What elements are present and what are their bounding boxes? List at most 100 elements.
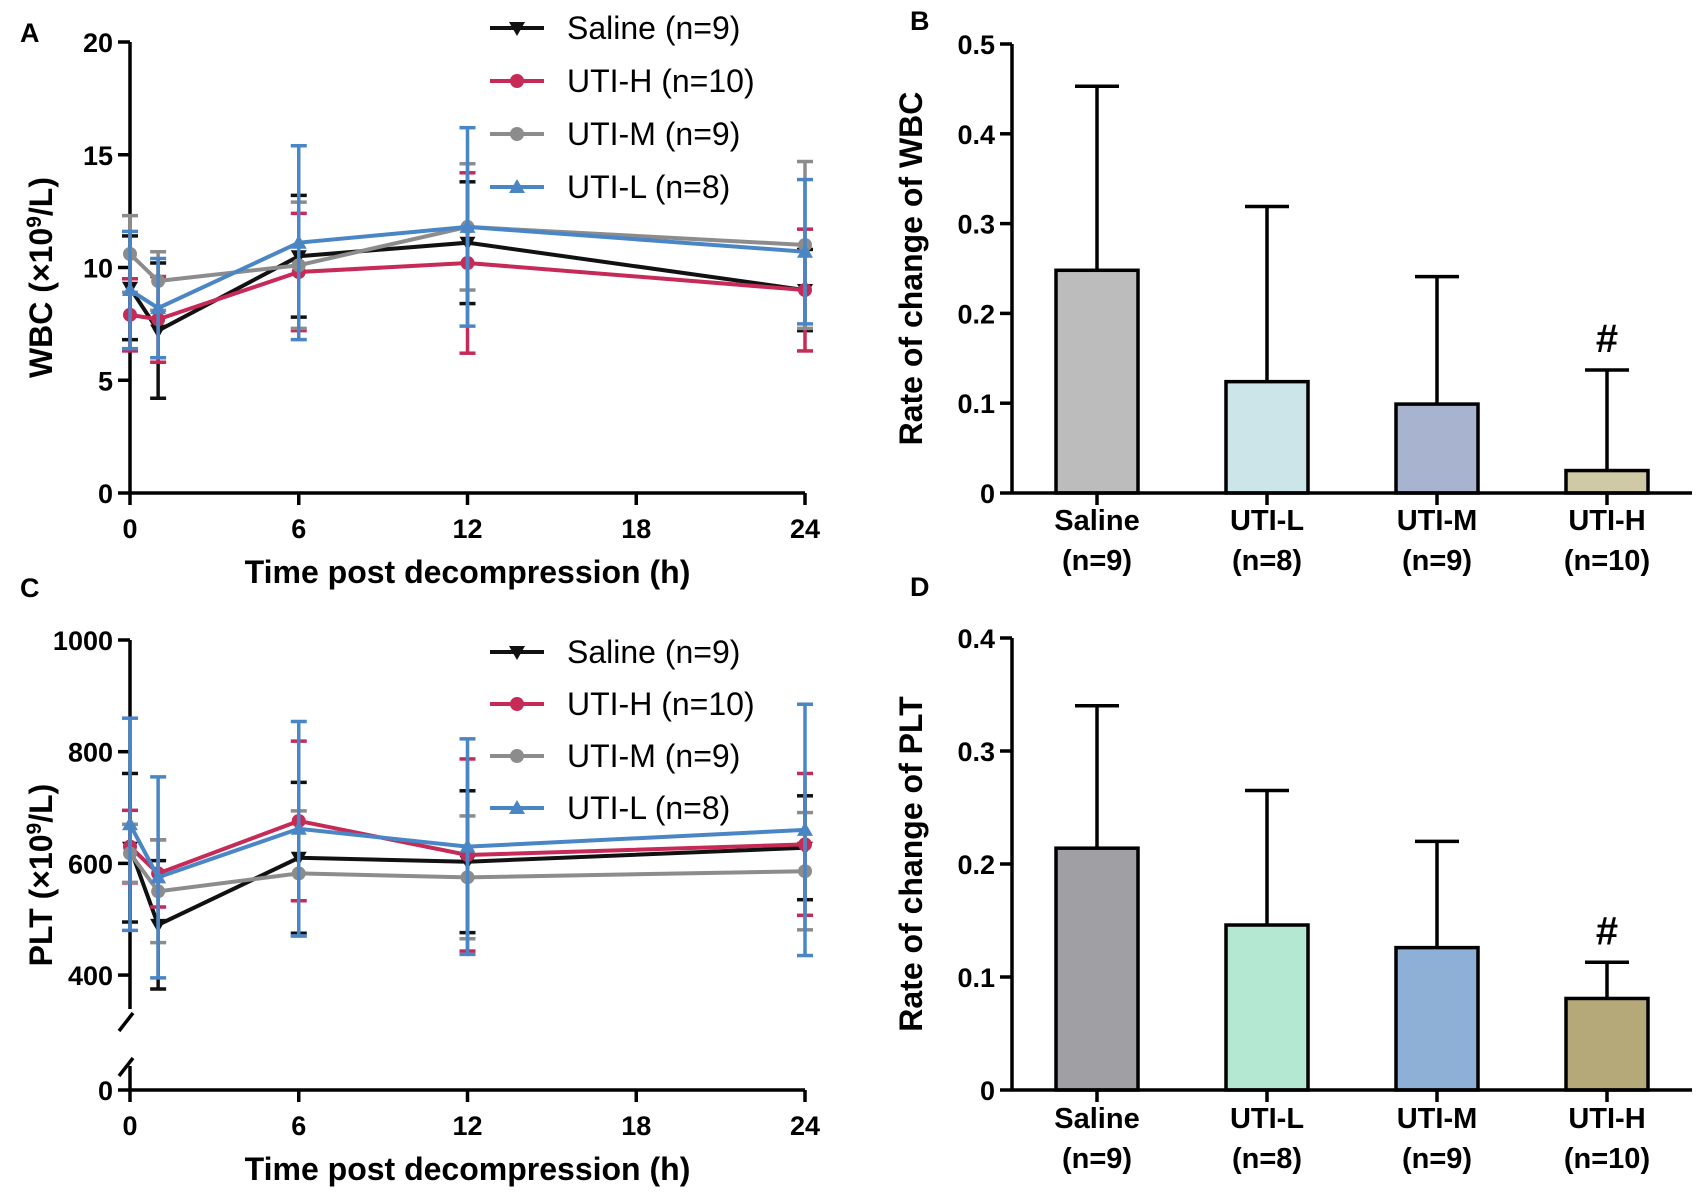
y-tick-label: 5 — [98, 366, 113, 396]
bar — [1394, 402, 1480, 495]
x-tick-label: 24 — [790, 1111, 820, 1141]
y-tick-label: 20 — [83, 28, 113, 58]
y-axis-title-superscript: 9 — [23, 823, 46, 835]
series-uti-l-n-8 — [122, 702, 813, 980]
panel-label-b: B — [910, 6, 930, 36]
y-tick-label: 0.4 — [957, 120, 995, 150]
y-axis-title: WBC (×109/L) — [23, 177, 60, 378]
legend-entry-uti-m-n-9: UTI-M (n=9) — [490, 116, 740, 152]
x-tick-label: 24 — [790, 514, 820, 544]
legend-marker — [510, 749, 524, 763]
legend-label: Saline (n=9) — [567, 634, 740, 670]
y-axis-title-main: WBC (×10 — [23, 228, 59, 378]
y-axis-title-main: PLT (×10 — [23, 834, 59, 966]
y-tick-label: 0.3 — [957, 210, 995, 240]
data-point — [459, 838, 476, 853]
series-uti-l-n-8 — [122, 125, 813, 360]
x-axis-title: Time post decompression (h) — [245, 554, 691, 590]
data-point — [150, 300, 167, 315]
legend-marker — [510, 74, 524, 88]
legend-entry-saline-n-9: Saline (n=9) — [490, 634, 740, 670]
legend-marker — [510, 697, 524, 711]
legend-entry-saline-n-9: Saline (n=9) — [490, 10, 740, 46]
bar — [1224, 923, 1310, 1092]
category-n-label: (n=9) — [1062, 545, 1132, 577]
y-tick-label: 1000 — [53, 626, 113, 656]
x-axis-title: Time post decompression (h) — [245, 1151, 691, 1187]
y-tick-label: 800 — [68, 738, 113, 768]
axis-break-mark-upper — [117, 1011, 135, 1033]
panel-label-a: A — [20, 18, 40, 48]
data-point — [122, 282, 138, 297]
data-point — [122, 816, 138, 831]
significance-marker: # — [1596, 909, 1618, 953]
category-n-label: (n=8) — [1232, 1143, 1302, 1175]
bar-group-saline: Saline (n=9) — [1054, 704, 1140, 1175]
category-label: UTI-L — [1230, 1103, 1304, 1135]
data-point — [797, 243, 813, 258]
y-tick-label: 0.3 — [957, 737, 995, 767]
panel-d-plt-bar-chart: D Saline (n=9) UTI-L (n=8) UTI-M (n=9) # UTI-H (n… — [893, 572, 1692, 1175]
y-axis-title-end: /L) — [23, 784, 59, 823]
bar — [1224, 379, 1310, 495]
bar-group-uti-h: # UTI-H (n=10) — [1564, 909, 1650, 1175]
x-tick-label: 0 — [122, 1111, 137, 1141]
y-tick-label: 600 — [68, 849, 113, 879]
category-n-label: (n=8) — [1232, 545, 1302, 577]
panel-b-wbc-bar-chart: B Saline (n=9) UTI-L (n=8) UTI-M (n=9) # UTI-H (n… — [893, 6, 1692, 577]
bar — [1564, 468, 1650, 495]
y-tick-label: 10 — [83, 254, 113, 284]
x-tick-label: 18 — [621, 1111, 651, 1141]
x-tick-label: 6 — [291, 514, 306, 544]
legend-label: UTI-L (n=8) — [567, 790, 730, 826]
category-n-label: (n=9) — [1062, 1143, 1132, 1175]
legend-marker — [509, 646, 525, 660]
bar-group-uti-m: UTI-M (n=9) — [1394, 839, 1480, 1175]
x-tick-label: 0 — [122, 514, 137, 544]
y-axis-title: Rate of change of WBC — [893, 92, 929, 446]
y-tick-label: 15 — [83, 141, 113, 171]
legend-marker — [509, 800, 525, 814]
legend-label: UTI-H (n=10) — [567, 63, 755, 99]
data-point — [150, 869, 167, 884]
x-tick-label: 12 — [452, 514, 482, 544]
y-tick-label: 0 — [980, 1076, 995, 1106]
y-tick-label: 0.2 — [957, 850, 995, 880]
y-tick-label: 0.1 — [957, 963, 995, 993]
bar — [1564, 996, 1650, 1092]
legend-entry-uti-h-n-10: UTI-H (n=10) — [490, 63, 755, 99]
legend-label: Saline (n=9) — [567, 10, 740, 46]
category-label: UTI-H — [1568, 1103, 1645, 1135]
category-n-label: (n=10) — [1564, 545, 1650, 577]
legend-marker — [510, 127, 524, 141]
x-tick-label: 12 — [452, 1111, 482, 1141]
category-label: UTI-M — [1397, 505, 1478, 537]
category-n-label: (n=10) — [1564, 1143, 1650, 1175]
category-n-label: (n=9) — [1402, 545, 1472, 577]
bar — [1054, 268, 1140, 495]
bar-group-uti-l: UTI-L (n=8) — [1224, 204, 1310, 577]
y-axis-title-end: /L) — [23, 177, 59, 216]
category-n-label: (n=9) — [1402, 1143, 1472, 1175]
legend-marker — [509, 179, 525, 193]
category-label: UTI-L — [1230, 505, 1304, 537]
panel-label-c: C — [20, 573, 40, 603]
panel-c-plt-line-chart: C 0 400 600 800 1000 0 6 12 18 24 PLT (×109/L) Time … — [20, 573, 820, 1187]
category-label: UTI-H — [1568, 505, 1645, 537]
data-point — [290, 234, 307, 249]
legend-entry-uti-l-n-8: UTI-L (n=8) — [490, 790, 730, 826]
legend-label: UTI-H (n=10) — [567, 686, 755, 722]
legend-entry-uti-m-n-9: UTI-M (n=9) — [490, 738, 740, 774]
category-label: UTI-M — [1397, 1103, 1478, 1135]
legend-label: UTI-M (n=9) — [567, 116, 740, 152]
y-tick-label: 400 — [68, 961, 113, 991]
bar — [1054, 846, 1140, 1092]
y-tick-label: 0.1 — [957, 389, 995, 419]
legend-entry-uti-h-n-10: UTI-H (n=10) — [490, 686, 755, 722]
panel-a-wbc-line-chart: A 0 5 10 15 20 0 6 12 18 24 WBC (×109/L) Time post d… — [20, 10, 820, 590]
data-point — [797, 821, 813, 836]
y-axis-title-superscript: 9 — [23, 216, 46, 228]
y-tick-label: 0 — [98, 479, 113, 509]
axis-break-mark-lower — [117, 1056, 135, 1078]
